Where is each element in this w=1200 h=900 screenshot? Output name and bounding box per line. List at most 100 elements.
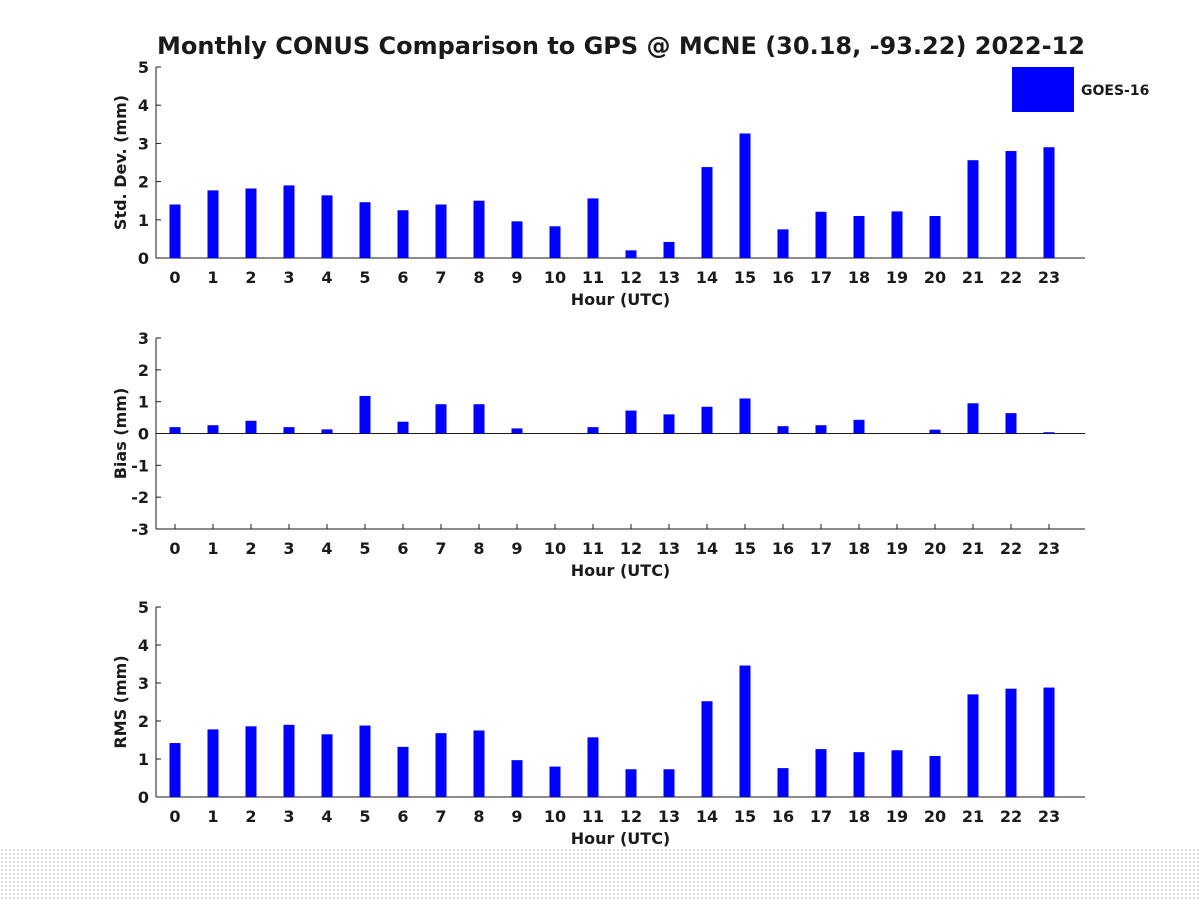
bar (321, 429, 333, 434)
bar (473, 404, 485, 434)
x-tick-label: 13 (658, 268, 680, 287)
y-tick-label: -3 (131, 520, 149, 539)
y-axis-label: RMS (mm) (111, 655, 130, 748)
x-tick-label: 23 (1038, 807, 1060, 826)
x-tick-label: 20 (924, 539, 946, 558)
bar (967, 694, 979, 797)
bar (929, 429, 941, 434)
bar (169, 427, 181, 434)
bar (815, 425, 827, 434)
x-tick-label: 5 (359, 268, 370, 287)
bar (739, 133, 751, 258)
y-tick-label: 5 (138, 598, 149, 617)
bar (245, 188, 257, 258)
x-tick-label: 18 (848, 268, 870, 287)
x-tick-label: 4 (321, 807, 332, 826)
x-tick-label: 9 (511, 268, 522, 287)
x-tick-label: 16 (772, 539, 794, 558)
x-tick-label: 19 (886, 268, 908, 287)
bar (967, 160, 979, 258)
x-tick-label: 21 (962, 539, 984, 558)
bar (1005, 413, 1017, 434)
x-tick-label: 6 (397, 268, 408, 287)
bar (245, 726, 257, 797)
x-tick-label: 11 (582, 268, 604, 287)
bar (1043, 432, 1055, 434)
bar (701, 701, 713, 797)
x-tick-label: 1 (207, 807, 218, 826)
bar (397, 746, 409, 797)
bar (853, 419, 865, 434)
bar (815, 211, 827, 258)
x-tick-label: 16 (772, 268, 794, 287)
bar (1005, 151, 1017, 258)
bar (435, 404, 447, 434)
x-axis-label: Hour (UTC) (571, 290, 671, 309)
bar (587, 737, 599, 797)
x-tick-label: 13 (658, 539, 680, 558)
bar (283, 185, 295, 258)
y-tick-label: 3 (138, 329, 149, 348)
bar (777, 229, 789, 258)
x-tick-label: 1 (207, 539, 218, 558)
x-tick-label: 8 (473, 539, 484, 558)
x-tick-label: 11 (582, 539, 604, 558)
bar (549, 226, 561, 258)
bar (891, 211, 903, 258)
x-tick-label: 0 (169, 268, 180, 287)
x-tick-label: 9 (511, 539, 522, 558)
y-tick-label: 3 (138, 134, 149, 153)
x-tick-label: 14 (696, 807, 718, 826)
bar (321, 734, 333, 797)
bar (663, 769, 675, 797)
x-tick-label: 8 (473, 807, 484, 826)
bar (435, 204, 447, 258)
y-tick-label: -1 (131, 456, 149, 475)
bar (1043, 147, 1055, 258)
x-tick-label: 5 (359, 807, 370, 826)
bar (701, 167, 713, 258)
x-tick-label: 20 (924, 268, 946, 287)
bar (853, 752, 865, 797)
bar (891, 750, 903, 797)
y-axis-label: Std. Dev. (mm) (111, 95, 130, 230)
bar (473, 730, 485, 797)
bar (359, 395, 371, 434)
x-tick-label: 14 (696, 539, 718, 558)
x-tick-label: 9 (511, 807, 522, 826)
legend-label: GOES-16 (1081, 83, 1149, 99)
bar (663, 414, 675, 434)
bar (283, 724, 295, 797)
bar (739, 665, 751, 797)
x-tick-label: 17 (810, 268, 832, 287)
bar (929, 215, 941, 258)
x-tick-label: 17 (810, 539, 832, 558)
x-tick-label: 22 (1000, 807, 1022, 826)
y-tick-label: 2 (138, 712, 149, 731)
x-tick-label: 12 (620, 539, 642, 558)
x-tick-label: 15 (734, 268, 756, 287)
x-tick-label: 12 (620, 807, 642, 826)
x-tick-label: 20 (924, 807, 946, 826)
y-tick-label: 1 (138, 393, 149, 412)
x-tick-label: 7 (435, 539, 446, 558)
x-tick-label: 8 (473, 268, 484, 287)
bar (929, 755, 941, 797)
x-tick-label: 7 (435, 268, 446, 287)
x-tick-label: 22 (1000, 539, 1022, 558)
y-tick-label: 2 (138, 173, 149, 192)
x-axis-label: Hour (UTC) (571, 561, 671, 580)
x-tick-label: 23 (1038, 268, 1060, 287)
bar (169, 743, 181, 797)
y-tick-label: 0 (138, 788, 149, 807)
y-tick-label: 4 (138, 636, 149, 655)
y-tick-label: 3 (138, 674, 149, 693)
bar (549, 766, 561, 797)
legend: GOES-16 (1012, 67, 1149, 112)
bar (967, 403, 979, 434)
bar (663, 241, 675, 258)
x-tick-label: 17 (810, 807, 832, 826)
bar (625, 410, 637, 434)
